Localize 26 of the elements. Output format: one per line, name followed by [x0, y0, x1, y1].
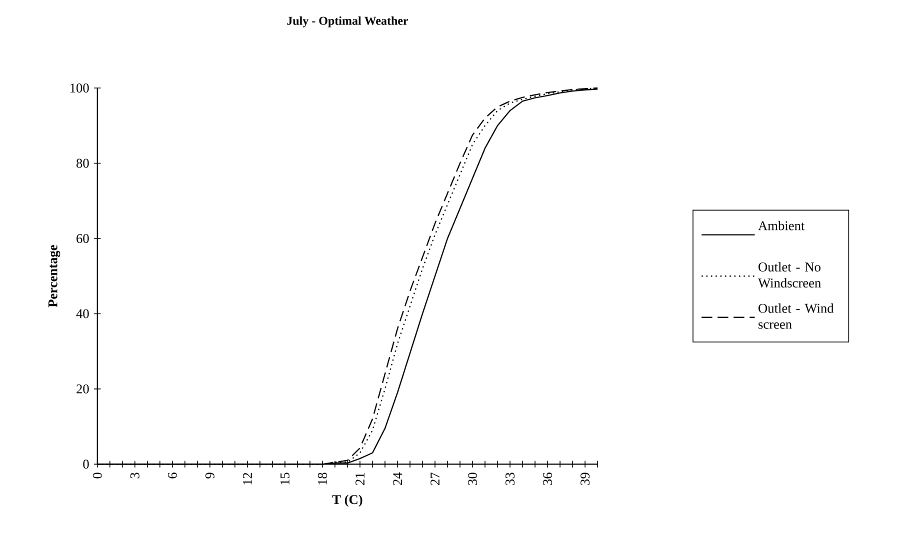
- y-tick-label: 60: [76, 234, 89, 244]
- x-tick-label: 27: [430, 472, 440, 486]
- x-tick-label: 9: [205, 472, 214, 479]
- x-tick-label: 24: [393, 472, 402, 486]
- legend-label: Outlet - Wind screen: [758, 303, 834, 329]
- y-tick-label: 40: [76, 309, 89, 318]
- x-tick-label: 3: [130, 472, 140, 478]
- x-tick-label: 15: [280, 472, 290, 484]
- x-axis-title: T (C): [332, 494, 362, 507]
- y-tick-label: 80: [76, 158, 89, 168]
- x-tick-label: 12: [243, 473, 252, 484]
- x-tick-label: 0: [92, 472, 102, 478]
- chart-title: July - Optimal Weather: [287, 16, 408, 28]
- y-tick-label: 100: [70, 84, 89, 93]
- x-tick-label: 18: [318, 472, 327, 484]
- y-axis-title: Percentage: [48, 245, 60, 308]
- x-tick-label: 36: [543, 472, 552, 485]
- y-tick-label: 20: [76, 384, 89, 394]
- legend-label: Outlet - No Windscreen: [758, 262, 821, 288]
- legend-label: Ambient: [758, 220, 805, 230]
- x-tick-label: 39: [580, 472, 590, 485]
- y-tick-label: 0: [83, 460, 89, 469]
- x-tick-label: 6: [168, 472, 177, 478]
- x-tick-label: 33: [506, 472, 514, 485]
- x-tick-label: 21: [356, 473, 364, 486]
- x-tick-label: 30: [468, 472, 478, 485]
